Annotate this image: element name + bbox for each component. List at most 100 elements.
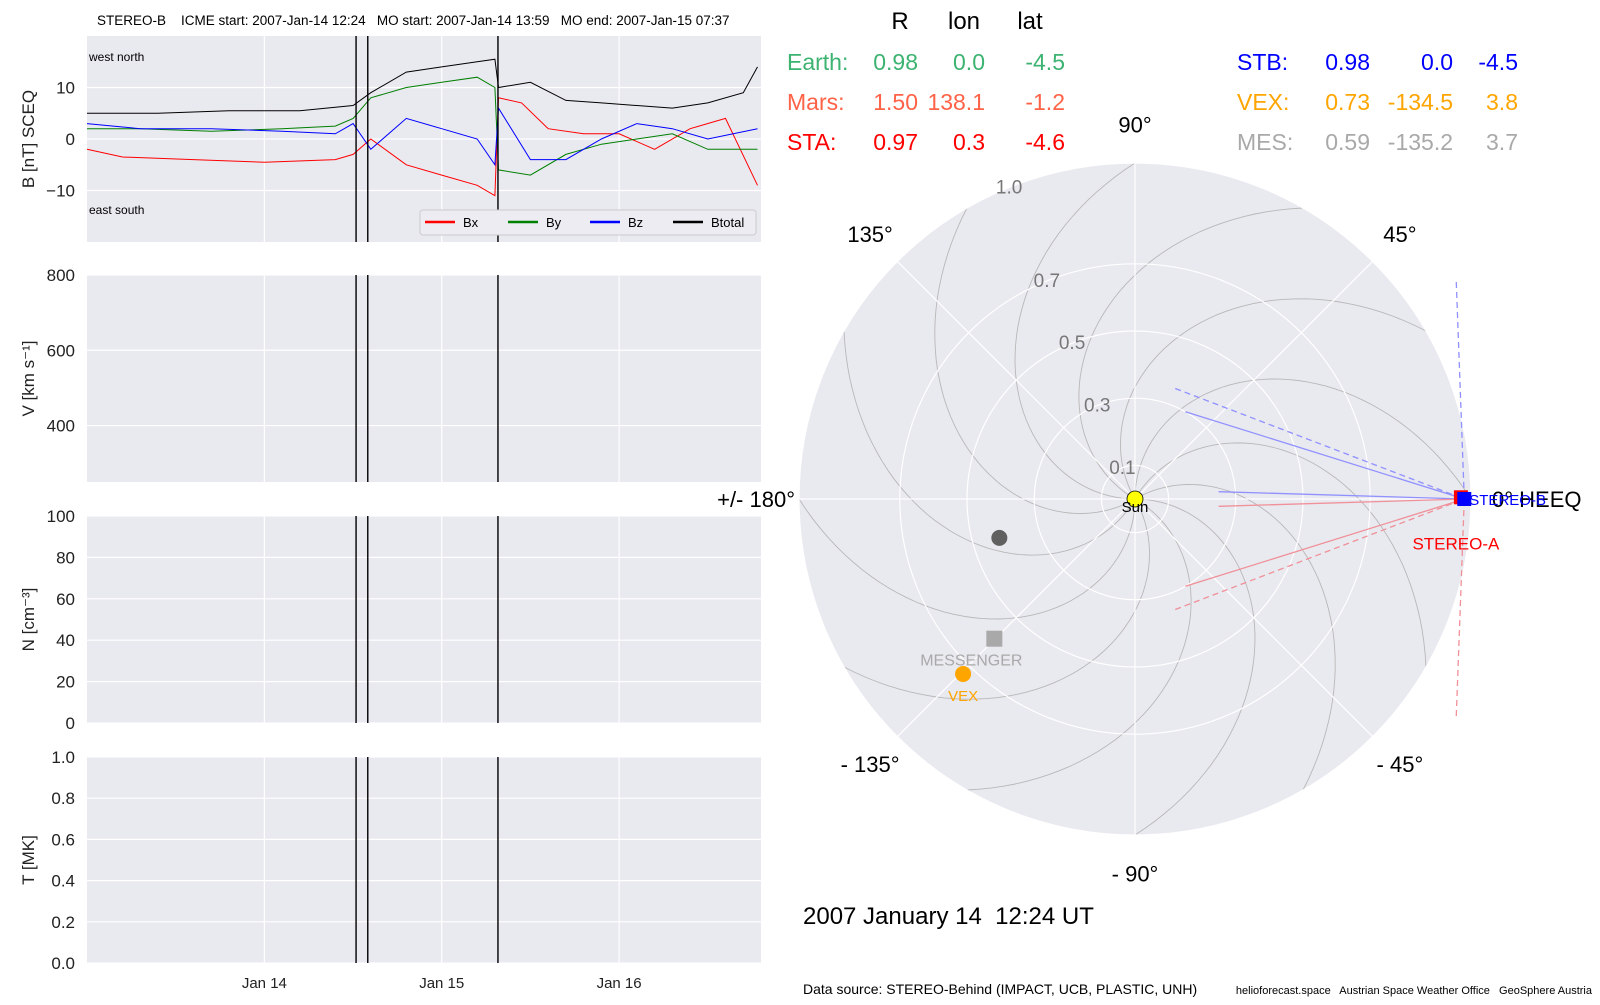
series-Bz — [86, 106, 758, 167]
table-left-name-1: Mars: — [787, 89, 845, 115]
ytick-label: 400 — [47, 417, 75, 436]
ytick-label: 80 — [56, 548, 75, 567]
radius-label: 0.7 — [1034, 271, 1060, 292]
cme-line — [1218, 491, 1465, 500]
xtick-label: Jan 14 — [242, 975, 287, 992]
ytick-label: 1.0 — [51, 748, 75, 767]
angle-label: +/- 180° — [717, 487, 795, 512]
messenger-marker — [986, 630, 1003, 647]
ytick-label: −10 — [46, 182, 75, 201]
table-right-name-2: MES: — [1237, 129, 1293, 155]
cme-lines — [1174, 281, 1465, 717]
cme-line — [1174, 498, 1465, 611]
positions-table: R lon lat Earth: 0.98 0.0 -4.5 Mars: 1.50 138.… — [787, 8, 1518, 155]
panel-background-density — [87, 516, 761, 723]
panel-temperature: 1.0 0.8 0.6 0.4 0.2 0.0 T [MK] Jan 14 Jan 15 Jan … — [19, 748, 761, 992]
ytick-label: 100 — [47, 507, 75, 526]
table-right-r-0: 0.98 — [1325, 49, 1370, 75]
table-right-lon-0: 0.0 — [1421, 49, 1453, 75]
table-right-name-1: VEX: — [1237, 89, 1289, 115]
angle-label: 0° HEEQ — [1492, 487, 1582, 512]
legend: Bx By Bz Btotal — [419, 209, 757, 236]
table-header-lon: lon — [948, 8, 980, 35]
cme-line — [1218, 498, 1465, 507]
ytick-label: 60 — [56, 590, 75, 609]
series-Bx — [86, 97, 758, 197]
ytick-label: 10 — [56, 79, 75, 98]
table-right-lat-2: 3.7 — [1486, 129, 1518, 155]
ytick-label: 600 — [47, 341, 75, 360]
legend-box — [419, 209, 757, 236]
ytick-label: 0.4 — [51, 872, 75, 891]
legend-label-By: By — [546, 215, 562, 230]
radius-label: 0.1 — [1109, 458, 1135, 479]
xtick-label: Jan 15 — [419, 975, 464, 992]
ytick-label: 800 — [47, 266, 75, 285]
table-right-r-2: 0.59 — [1325, 129, 1370, 155]
table-left-lon-1: 138.1 — [927, 89, 985, 115]
angle-label: 90° — [1118, 112, 1151, 137]
table-left-lat-1: -1.2 — [1025, 89, 1065, 115]
table-header-lat: lat — [1017, 8, 1043, 35]
xtick-label: Jan 16 — [597, 975, 642, 992]
angular-gridline — [896, 260, 1136, 500]
cme-line — [1455, 498, 1465, 717]
radius-label: 0.3 — [1084, 396, 1110, 417]
sun-label: Sun — [1122, 499, 1149, 516]
panel-velocity: 800 600 400 V [km s⁻¹] — [19, 266, 761, 482]
table-right-lat-0: -4.5 — [1478, 49, 1518, 75]
parker-spiral-line — [951, 498, 1256, 835]
annotation-top: west north — [88, 50, 144, 64]
table-left-r-2: 0.97 — [873, 129, 918, 155]
parker-spiral-line — [1134, 378, 1471, 683]
table-left-lon-0: 0.0 — [953, 49, 985, 75]
positions-markers: Sun STEREO-A STEREO-B VEX MESSENGER — [920, 490, 1546, 705]
ytick-label: 0.2 — [51, 913, 75, 932]
angular-gridline — [896, 498, 1136, 738]
panel-background-velocity — [87, 275, 761, 482]
series-Btotal — [87, 58, 758, 114]
table-left-name-2: STA: — [787, 129, 836, 155]
panel-background-temperature — [87, 757, 761, 963]
table-left-lat-0: -4.5 — [1025, 49, 1065, 75]
icme-header: STEREO-B ICME start: 2007-Jan-14 12:24 M… — [97, 13, 730, 28]
stereo-b-marker — [1457, 492, 1472, 506]
ylabel-density: N [cm⁻³] — [19, 588, 38, 652]
ytick-label: 0.8 — [51, 789, 75, 808]
table-right-name-0: STB: — [1237, 49, 1288, 75]
table-left-r-0: 0.98 — [873, 49, 918, 75]
legend-label-Btotal: Btotal — [711, 215, 744, 230]
sun-marker — [1126, 490, 1144, 508]
radius-label: 0.5 — [1059, 333, 1085, 354]
legend-label-Bx: Bx — [463, 215, 479, 230]
ytick-label: 0.0 — [51, 954, 75, 973]
data-source-label: Data source: STEREO-Behind (IMPACT, UCB,… — [803, 981, 1197, 997]
ylabel-magnetic-field: B [nT] SCEQ — [19, 90, 38, 188]
legend-label-Bz: Bz — [628, 215, 643, 230]
ylabel-velocity: V [km s⁻¹] — [19, 340, 38, 416]
table-left-name-0: Earth: — [787, 49, 848, 75]
table-header-r: R — [891, 8, 908, 35]
ytick-label: 0.6 — [51, 830, 75, 849]
angle-label: - 45° — [1377, 752, 1424, 777]
angle-label: - 135° — [841, 752, 900, 777]
parker-spiral-line — [799, 315, 1136, 620]
table-right-lat-1: 3.8 — [1486, 89, 1518, 115]
radius-label: 1.0 — [996, 177, 1022, 198]
table-left-lon-2: 0.3 — [953, 129, 985, 155]
angular-gridline — [1134, 260, 1374, 500]
annotation-bottom: east south — [89, 203, 144, 217]
date-label: 2007 January 14 12:24 UT — [803, 903, 1094, 930]
table-left-lat-2: -4.6 — [1025, 129, 1065, 155]
ylabel-temperature: T [MK] — [19, 835, 38, 885]
vex-label: VEX — [948, 688, 978, 705]
table-right-lon-2: -135.2 — [1388, 129, 1453, 155]
ytick-label: 0 — [66, 130, 75, 149]
table-right-r-1: 0.73 — [1325, 89, 1370, 115]
angular-gridline — [1134, 498, 1374, 738]
angle-label: 45° — [1383, 222, 1416, 247]
messenger-label: MESSENGER — [920, 653, 1022, 670]
